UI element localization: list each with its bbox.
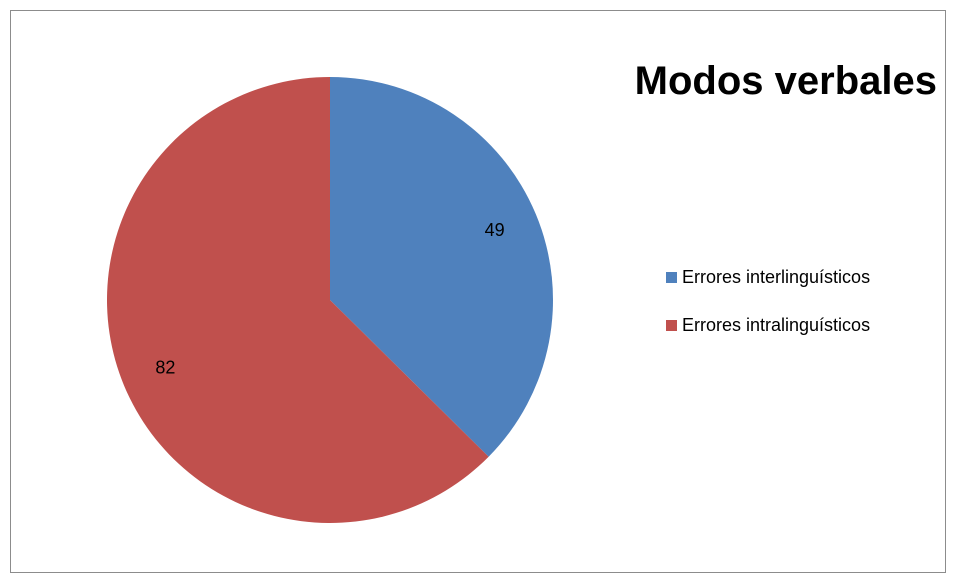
data-label-interlinguisticos: 49 bbox=[485, 220, 505, 240]
data-label-intralinguisticos: 82 bbox=[155, 358, 175, 378]
legend-item-intralinguisticos: Errores intralinguísticos bbox=[666, 312, 870, 338]
pie-slice-interlinguisticos bbox=[330, 77, 554, 457]
pie-slices bbox=[107, 77, 554, 523]
chart-legend: Errores interlinguísticos Errores intral… bbox=[666, 264, 870, 360]
pie-slice-intralinguisticos bbox=[107, 77, 489, 523]
legend-label-interlinguisticos: Errores interlinguísticos bbox=[682, 266, 871, 287]
legend-item-interlinguisticos: Errores interlinguísticos bbox=[666, 264, 870, 290]
chart-area: Modos verbales 49 82 Errores interlinguís… bbox=[10, 10, 946, 573]
pie-data-labels: 49 82 bbox=[155, 220, 504, 378]
pie-chart: 49 82 bbox=[107, 77, 554, 523]
legend-swatch-interlinguisticos bbox=[666, 271, 677, 283]
chart-title: Modos verbales bbox=[634, 59, 937, 103]
legend-label-intralinguisticos: Errores intralinguísticos bbox=[682, 314, 871, 335]
legend-swatch-intralinguisticos bbox=[666, 319, 677, 331]
